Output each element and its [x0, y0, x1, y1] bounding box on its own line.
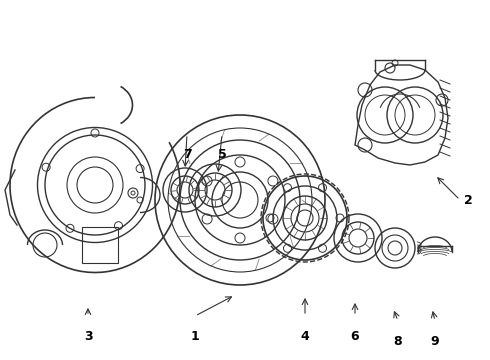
- Text: 2: 2: [464, 194, 473, 207]
- Text: 5: 5: [218, 148, 226, 161]
- Text: 9: 9: [431, 335, 440, 348]
- Text: 7: 7: [183, 148, 192, 161]
- Text: 6: 6: [351, 330, 359, 343]
- Text: 4: 4: [301, 330, 309, 343]
- Text: 8: 8: [393, 335, 402, 348]
- Text: 3: 3: [84, 330, 92, 343]
- Text: 1: 1: [191, 330, 199, 343]
